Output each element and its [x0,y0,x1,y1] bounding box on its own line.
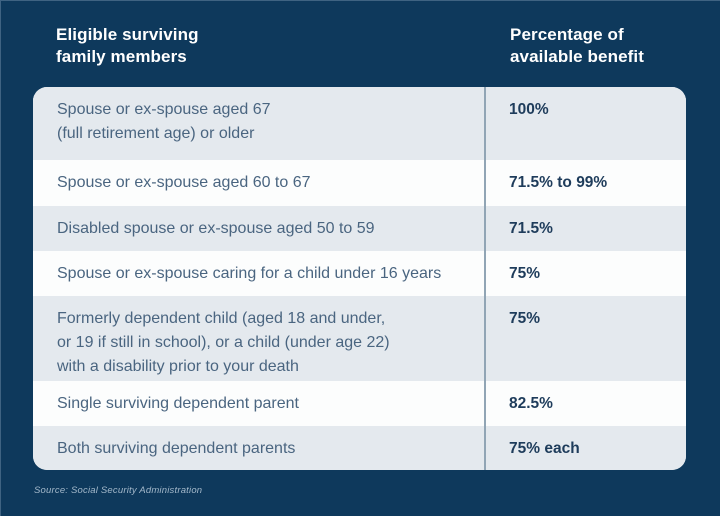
column-header-benefit: Percentage of available benefit [510,25,644,66]
member-cell: Formerly dependent child (aged 18 and un… [57,310,390,375]
member-cell: Both surviving dependent parents [57,440,296,457]
column-divider [484,87,486,470]
benefits-table: Spouse or ex-spouse aged 67 (full retire… [33,87,686,470]
table-row: Formerly dependent child (aged 18 and un… [33,296,686,381]
table-row: Single surviving dependent parent 82.5% [33,381,686,426]
table-row: Spouse or ex-spouse caring for a child u… [33,251,686,296]
benefit-cell: 82.5% [509,395,553,412]
member-cell: Spouse or ex-spouse caring for a child u… [57,265,442,282]
table-row: Both surviving dependent parents 75% eac… [33,426,686,470]
benefit-cell: 71.5% [509,220,553,237]
table-row: Disabled spouse or ex-spouse aged 50 to … [33,206,686,251]
benefit-cell: 75% each [509,440,580,457]
source-attribution: Source: Social Security Administration [34,485,203,496]
member-cell: Spouse or ex-spouse aged 60 to 67 [57,174,311,191]
benefit-cell: 75% [509,310,541,327]
member-cell: Single surviving dependent parent [57,395,299,412]
member-cell: Disabled spouse or ex-spouse aged 50 to … [57,220,375,237]
table-row: Spouse or ex-spouse aged 60 to 67 71.5% … [33,160,686,206]
member-cell: Spouse or ex-spouse aged 67 (full retire… [57,101,271,142]
benefit-cell: 71.5% to 99% [509,174,608,191]
table-row: Spouse or ex-spouse aged 67 (full retire… [33,87,686,160]
benefit-cell: 75% [509,265,541,282]
column-header-members: Eligible surviving family members [56,25,199,66]
benefit-cell: 100% [509,101,549,118]
